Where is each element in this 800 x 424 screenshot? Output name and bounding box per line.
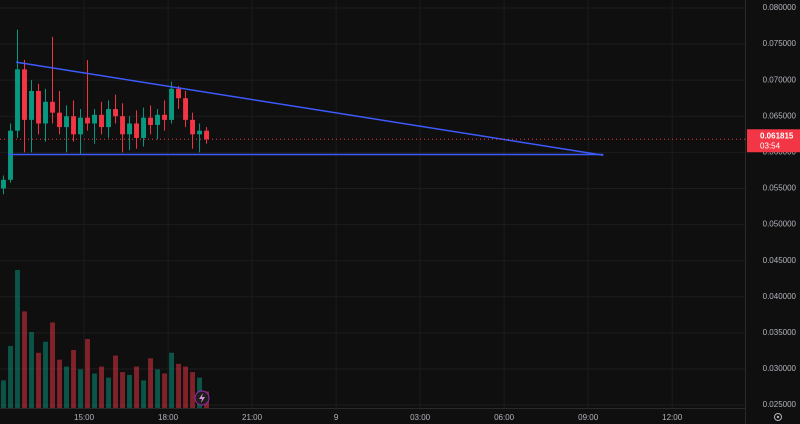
x-tick-label: 12:00 bbox=[662, 413, 683, 422]
volume-bar bbox=[106, 377, 111, 408]
candle-body bbox=[176, 88, 181, 99]
candle-body bbox=[43, 101, 48, 124]
x-tick-label: 15:00 bbox=[74, 413, 95, 422]
candle-body bbox=[15, 69, 20, 131]
volume-bar bbox=[92, 373, 97, 408]
candle-body bbox=[204, 130, 210, 140]
y-tick-label: 0.040000 bbox=[763, 292, 797, 301]
volume-bar bbox=[50, 322, 55, 408]
candle-body bbox=[92, 114, 97, 124]
y-tick-label: 0.065000 bbox=[763, 111, 797, 120]
gear-center bbox=[776, 415, 780, 419]
x-tick-label: 09:00 bbox=[578, 413, 599, 422]
candle-body bbox=[29, 90, 34, 120]
volume-bar bbox=[43, 341, 48, 408]
volume-bar bbox=[141, 380, 146, 408]
volume-bar bbox=[15, 270, 20, 408]
x-tick-label: 18:00 bbox=[158, 413, 179, 422]
candle-body bbox=[120, 116, 125, 135]
volume-bar bbox=[127, 374, 132, 408]
candle-body bbox=[64, 116, 69, 128]
icon-bolt bbox=[199, 393, 205, 403]
volume-bar bbox=[148, 358, 153, 408]
volume-bar bbox=[155, 369, 160, 408]
x-tick-label: 06:00 bbox=[494, 413, 515, 422]
candle-body bbox=[57, 112, 62, 128]
candle-body bbox=[106, 109, 111, 128]
y-tick-label: 0.045000 bbox=[763, 256, 797, 265]
settings-icon[interactable] bbox=[774, 413, 782, 421]
candle-body bbox=[148, 117, 153, 125]
plot bbox=[0, 29, 745, 408]
y-tick-label: 0.075000 bbox=[763, 39, 797, 48]
candle-body bbox=[36, 90, 41, 124]
volume-bar bbox=[134, 366, 139, 408]
candle-body bbox=[22, 69, 27, 120]
y-tick-label: 0.070000 bbox=[763, 75, 797, 84]
volume-bar bbox=[22, 311, 27, 408]
y-tick-label: 0.025000 bbox=[763, 400, 797, 409]
candle-body bbox=[1, 179, 6, 189]
grid bbox=[0, 0, 745, 408]
candle-body bbox=[162, 114, 167, 120]
x-tick-label: 9 bbox=[334, 413, 339, 422]
volume-bar bbox=[120, 372, 125, 408]
candle-body bbox=[71, 116, 76, 135]
candle-body bbox=[197, 130, 203, 135]
y-tick-label: 0.030000 bbox=[763, 364, 797, 373]
y-tick-label: 0.035000 bbox=[763, 328, 797, 337]
y-tick-label: 0.055000 bbox=[763, 184, 797, 193]
volume-bar bbox=[99, 366, 104, 408]
y-tick-label: 0.050000 bbox=[763, 220, 797, 229]
y-tick-label: 0.080000 bbox=[763, 3, 797, 12]
candle-body bbox=[113, 109, 118, 117]
volume-bar bbox=[190, 372, 196, 408]
gear[interactable] bbox=[774, 413, 782, 421]
candle-body bbox=[155, 114, 160, 125]
candle-body bbox=[78, 117, 83, 135]
candle-body bbox=[85, 117, 90, 124]
candle-body bbox=[141, 117, 146, 138]
volume-bar bbox=[169, 352, 174, 408]
volume-bar bbox=[29, 332, 34, 408]
candle-body bbox=[190, 119, 196, 135]
volume-bar bbox=[176, 363, 181, 408]
volume-bar bbox=[85, 339, 90, 408]
volume-bar bbox=[162, 373, 167, 408]
candle-body bbox=[134, 123, 139, 138]
candle-body bbox=[127, 123, 132, 135]
x-tick-label: 21:00 bbox=[242, 413, 263, 422]
last-price-box bbox=[747, 129, 800, 153]
x-tick-label: 03:00 bbox=[410, 413, 431, 422]
volume-bar bbox=[113, 355, 118, 408]
candle-body bbox=[50, 101, 55, 113]
volume-bar bbox=[71, 350, 76, 408]
candle-body bbox=[183, 98, 189, 120]
axes: 0.025000 0.030000 0.035000 0.040000 0.045000… bbox=[74, 3, 800, 422]
volume-bar bbox=[64, 366, 69, 408]
volume-bar bbox=[1, 380, 6, 408]
volume-bar bbox=[183, 366, 189, 408]
volume-bar bbox=[36, 352, 41, 408]
trendline bbox=[15, 61, 604, 156]
volume-bar bbox=[8, 345, 13, 408]
volume-bar bbox=[57, 359, 62, 408]
countdown-label: 03:54 bbox=[760, 141, 781, 150]
candle-body bbox=[169, 88, 174, 120]
last-price-label: 0.061815 bbox=[760, 131, 794, 140]
candle-body bbox=[99, 114, 104, 128]
replay-icon[interactable] bbox=[194, 390, 210, 406]
volume-bar bbox=[78, 369, 83, 408]
